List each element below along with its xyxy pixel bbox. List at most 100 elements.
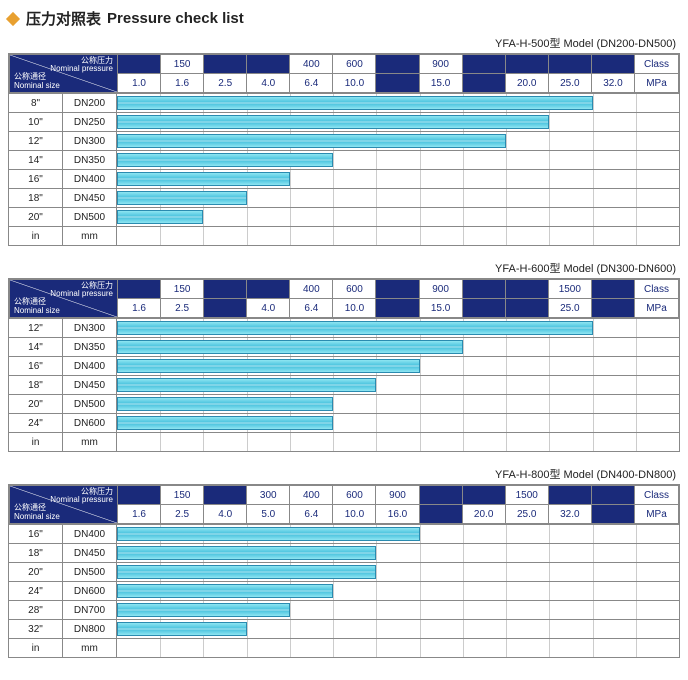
class-cell: 150 <box>161 280 204 299</box>
footer-in: in <box>9 639 63 657</box>
class-cell <box>376 55 419 74</box>
pressure-bar <box>117 210 203 224</box>
table-row: 16"DN400 <box>9 356 679 375</box>
size-mm: DN350 <box>63 338 117 356</box>
class-cell <box>505 280 548 299</box>
size-in: 8" <box>9 94 63 112</box>
class-cell <box>247 280 290 299</box>
corner-cell: 公称压力Nominal pressure公称通径Nominal size <box>10 55 118 93</box>
rows-wrap: 16"DN40018"DN45020"DN50024"DN60028"DN700… <box>9 524 679 657</box>
size-mm: DN600 <box>63 582 117 600</box>
bar-area <box>117 395 679 413</box>
pressure-bar <box>117 191 247 205</box>
class-cell <box>118 280 161 299</box>
class-unit-cell: Class <box>635 486 679 505</box>
size-mm: DN350 <box>63 151 117 169</box>
class-cell: 300 <box>247 486 290 505</box>
size-mm: DN600 <box>63 414 117 432</box>
pressure-bar <box>117 546 376 560</box>
mpa-cell: 25.0 <box>548 299 591 318</box>
bar-area <box>117 414 679 432</box>
class-cell: 600 <box>333 486 376 505</box>
class-cell <box>118 486 161 505</box>
size-in: 14" <box>9 151 63 169</box>
bar-area <box>117 189 679 207</box>
page-title-row: 压力对照表 Pressure check list <box>8 8 680 29</box>
mpa-cell <box>591 299 634 318</box>
table-row: 12"DN300 <box>9 131 679 150</box>
mpa-cell <box>376 74 419 93</box>
class-cell <box>505 55 548 74</box>
header-table: 公称压力Nominal pressure公称通径Nominal size1503… <box>9 485 679 524</box>
mpa-unit-cell: MPa <box>635 74 679 93</box>
mpa-cell: 16.0 <box>376 505 419 524</box>
class-cell <box>591 280 634 299</box>
mpa-cell: 20.0 <box>462 505 505 524</box>
table-row: 18"DN450 <box>9 375 679 394</box>
model-label: YFA-H-500型 Model (DN200-DN500) <box>8 35 676 51</box>
bar-area <box>117 563 679 581</box>
class-cell <box>204 486 247 505</box>
mpa-cell: 32.0 <box>591 74 634 93</box>
class-cell <box>118 55 161 74</box>
pressure-bar <box>117 527 420 541</box>
model-label: YFA-H-800型 Model (DN400-DN800) <box>8 466 676 482</box>
mpa-cell <box>505 299 548 318</box>
class-cell: 1500 <box>548 280 591 299</box>
mpa-cell: 6.4 <box>290 74 333 93</box>
corner-cell: 公称压力Nominal pressure公称通径Nominal size <box>10 486 118 524</box>
pressure-bar <box>117 359 420 373</box>
mpa-cell: 5.0 <box>247 505 290 524</box>
class-cell <box>462 55 505 74</box>
bar-area <box>117 132 679 150</box>
class-cell: 150 <box>161 55 204 74</box>
table-row: 24"DN600 <box>9 413 679 432</box>
class-cell: 1500 <box>505 486 548 505</box>
size-mm: DN500 <box>63 208 117 226</box>
size-mm: DN700 <box>63 601 117 619</box>
size-in: 12" <box>9 132 63 150</box>
size-in: 18" <box>9 544 63 562</box>
class-cell <box>591 55 634 74</box>
footer-in: in <box>9 433 63 451</box>
table-row: 12"DN300 <box>9 319 679 337</box>
diamond-icon <box>6 11 20 25</box>
footer-row: inmm <box>9 638 679 657</box>
bar-area <box>117 170 679 188</box>
mpa-cell: 15.0 <box>419 74 462 93</box>
class-cell: 400 <box>290 486 333 505</box>
footer-mm: mm <box>63 227 117 245</box>
footer-in: in <box>9 227 63 245</box>
table-row: 14"DN350 <box>9 150 679 169</box>
mpa-cell: 2.5 <box>161 505 204 524</box>
class-cell <box>419 486 462 505</box>
mpa-cell: 15.0 <box>419 299 462 318</box>
pressure-bar <box>117 321 593 335</box>
class-cell <box>548 55 591 74</box>
title-cn: 压力对照表 <box>26 8 101 29</box>
pressure-bar <box>117 603 290 617</box>
class-cell: 600 <box>333 55 376 74</box>
size-in: 20" <box>9 563 63 581</box>
footer-row: inmm <box>9 226 679 245</box>
mpa-cell <box>462 74 505 93</box>
header-table: 公称压力Nominal pressure公称通径Nominal size1504… <box>9 279 679 318</box>
bar-area <box>117 151 679 169</box>
pressure-bar <box>117 397 333 411</box>
bar-area <box>117 582 679 600</box>
model-label: YFA-H-600型 Model (DN300-DN600) <box>8 260 676 276</box>
title-en: Pressure check list <box>107 10 244 27</box>
mpa-cell <box>462 299 505 318</box>
table-row: 14"DN350 <box>9 337 679 356</box>
mpa-cell: 25.0 <box>548 74 591 93</box>
class-unit-cell: Class <box>635 55 679 74</box>
table-row: 32"DN800 <box>9 619 679 638</box>
bar-area <box>117 525 679 543</box>
bar-area <box>117 601 679 619</box>
mpa-cell: 2.5 <box>204 74 247 93</box>
size-mm: DN400 <box>63 525 117 543</box>
bar-area <box>117 357 679 375</box>
mpa-unit-cell: MPa <box>635 505 679 524</box>
size-mm: DN250 <box>63 113 117 131</box>
mpa-cell <box>419 505 462 524</box>
